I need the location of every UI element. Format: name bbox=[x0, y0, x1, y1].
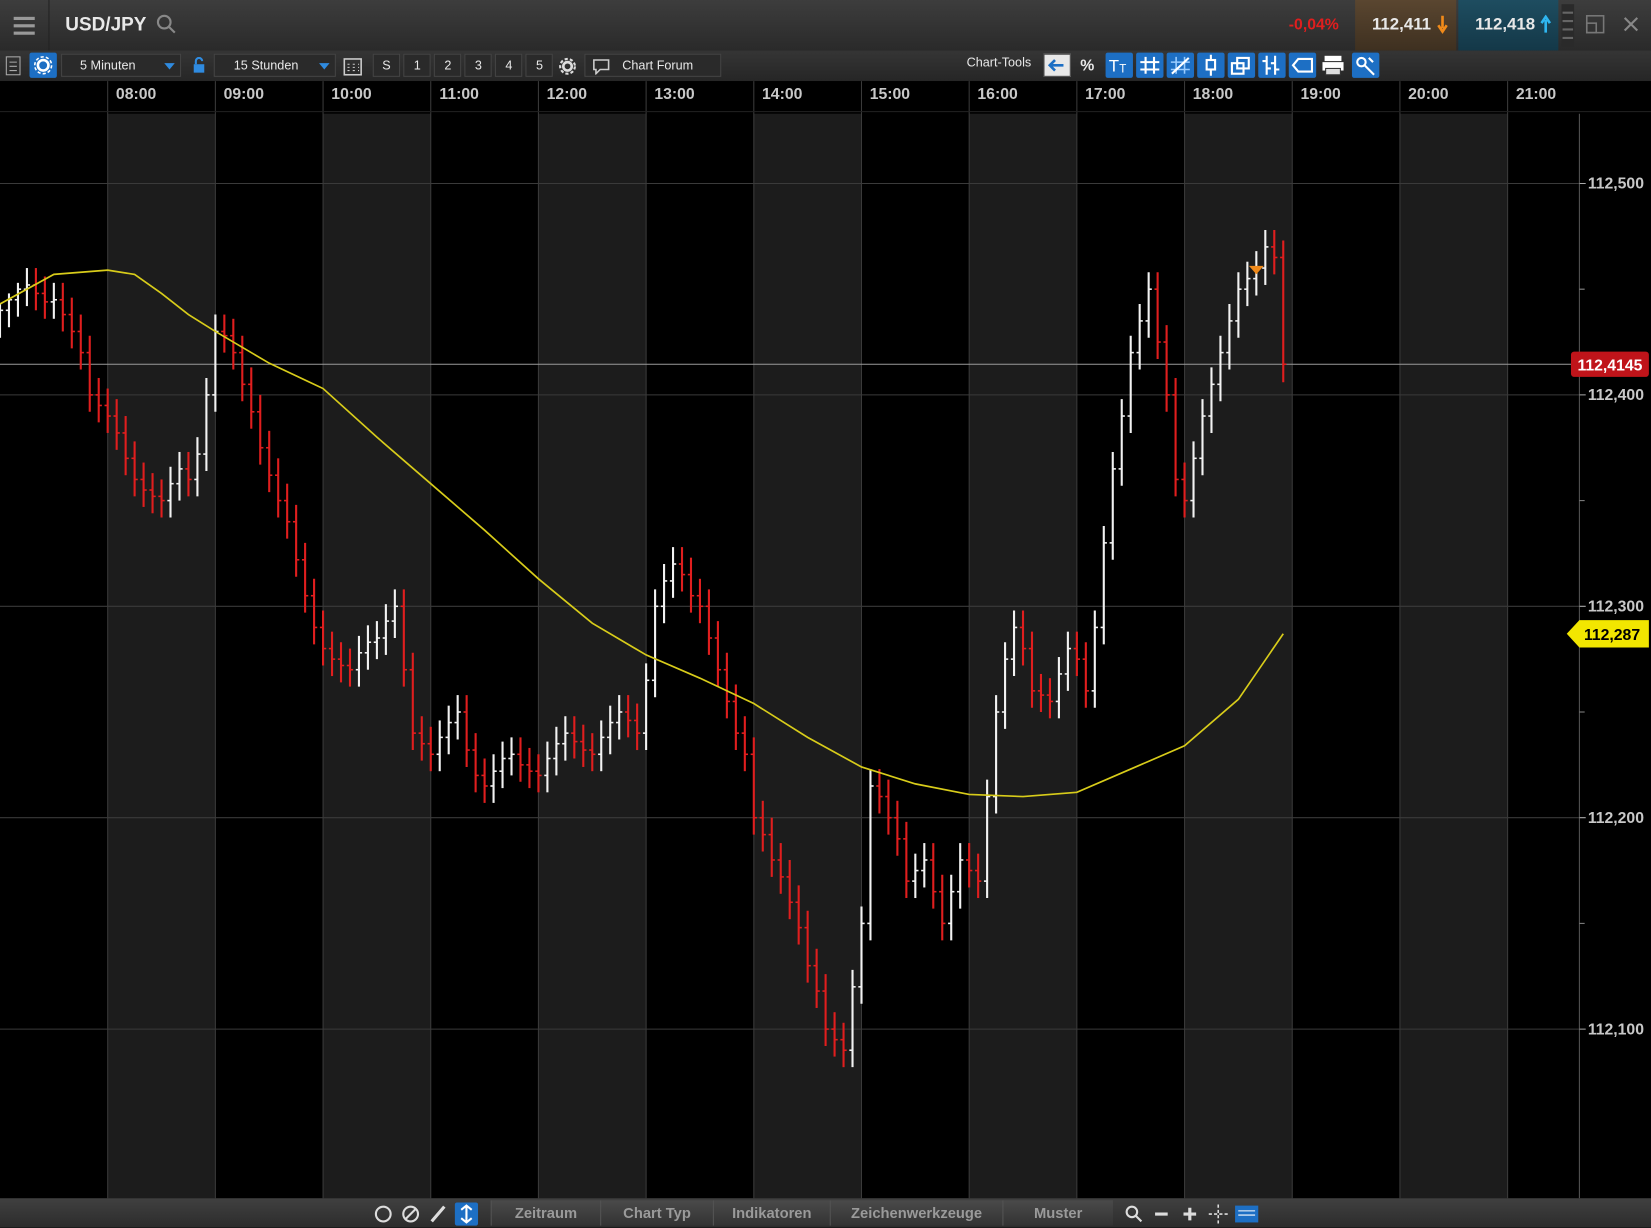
window-controls bbox=[1561, 4, 1639, 47]
x-tick-label: 08:00 bbox=[116, 86, 157, 103]
symbol: USD/JPY bbox=[65, 13, 147, 35]
y-tick-label: 112,400 bbox=[1588, 387, 1644, 404]
x-tick-label: 12:00 bbox=[547, 86, 588, 103]
range: 15 Stunden bbox=[233, 57, 299, 73]
button-label: 2 bbox=[444, 57, 452, 73]
button-label: S bbox=[382, 57, 391, 73]
period-button[interactable]: 2 bbox=[433, 53, 462, 77]
x-tick-label: 16:00 bbox=[977, 86, 1018, 103]
hour-bands bbox=[107, 113, 1508, 1199]
tab[interactable]: Muster bbox=[1002, 1200, 1113, 1226]
last-price-label: 112,4145 bbox=[1577, 358, 1642, 375]
hour-band bbox=[1399, 113, 1508, 1199]
tool-button[interactable] bbox=[1136, 52, 1164, 78]
x-tick-label: 17:00 bbox=[1085, 86, 1126, 103]
interval: 5 Minuten bbox=[80, 57, 136, 73]
x-tick-label: 19:00 bbox=[1300, 86, 1341, 103]
percent-button[interactable]: % bbox=[1080, 56, 1095, 75]
tool-button[interactable] bbox=[1197, 52, 1225, 78]
bottom-bar: Zeitraum Chart Typ Indikatoren Zeichenwe… bbox=[0, 1198, 1651, 1228]
button-label: 1 bbox=[413, 57, 421, 73]
ohlc-bars bbox=[0, 229, 1287, 1068]
x-tick-label: 11:00 bbox=[439, 86, 479, 103]
hour-band bbox=[753, 113, 862, 1199]
tool-button[interactable] bbox=[1043, 53, 1071, 77]
period-button[interactable]: 5 bbox=[525, 53, 553, 77]
hour-band bbox=[538, 113, 647, 1199]
x-tick-label: 13:00 bbox=[654, 86, 695, 103]
last-price-tag bbox=[1570, 351, 1649, 377]
y-tick-label: 112,300 bbox=[1588, 599, 1644, 616]
interval-dropdown[interactable]: 5 Minuten bbox=[61, 53, 182, 77]
chart-tools-label: Chart-Tools bbox=[966, 54, 1032, 70]
y-tick-label: 112,100 bbox=[1588, 1021, 1644, 1038]
toolbar: 5 Minuten 15 Stunden S 1 2 3 4 5 Chart F… bbox=[0, 50, 1651, 83]
ma-price-tag bbox=[1566, 620, 1649, 648]
tool-button[interactable] bbox=[1288, 52, 1317, 78]
chart-forum: Chart Forum bbox=[622, 57, 694, 73]
x-tick-label: 18:00 bbox=[1193, 86, 1234, 103]
change-percent: -0,04% bbox=[1288, 15, 1339, 34]
button-label: 5 bbox=[535, 57, 543, 73]
sell-price: 112,411 bbox=[1371, 15, 1432, 34]
tab[interactable]: Chart Typ bbox=[600, 1200, 713, 1226]
svg-text:T: T bbox=[1109, 57, 1119, 76]
x-tick-label: 15:00 bbox=[870, 86, 911, 103]
moving-average bbox=[0, 269, 1284, 798]
y-tick-label: 112,500 bbox=[1588, 176, 1644, 193]
x-tick-label: 09:00 bbox=[224, 86, 265, 103]
sell-box[interactable]: 112,411 bbox=[1355, 0, 1457, 51]
period-button[interactable]: 3 bbox=[464, 53, 492, 77]
period-button[interactable]: 4 bbox=[494, 53, 523, 77]
x-tick-label: 21:00 bbox=[1516, 86, 1557, 103]
x-tick-label: 20:00 bbox=[1408, 86, 1449, 103]
x-tick-label: 10:00 bbox=[331, 86, 372, 103]
bottom-icons[interactable] bbox=[371, 1201, 487, 1226]
tool-button[interactable] bbox=[1227, 52, 1256, 78]
menu-button[interactable] bbox=[0, 0, 50, 51]
up-arrow bbox=[1540, 14, 1551, 33]
top-bar: USD/JPY -0,04% 112,411 112,418 bbox=[0, 0, 1651, 51]
alert-marker bbox=[1248, 265, 1264, 275]
chart-forum-button[interactable]: Chart Forum bbox=[584, 53, 722, 77]
down-arrow bbox=[1437, 15, 1448, 34]
tool-button[interactable] bbox=[1166, 52, 1195, 78]
x-tick-label: 14:00 bbox=[762, 86, 803, 103]
lock-icon[interactable] bbox=[192, 56, 207, 74]
print-button[interactable] bbox=[1319, 53, 1346, 78]
zoom-icons[interactable] bbox=[1120, 1201, 1263, 1226]
tab[interactable]: Zeitraum bbox=[490, 1200, 601, 1226]
hour-band bbox=[107, 113, 216, 1199]
button-label: 4 bbox=[505, 57, 513, 73]
y-tick-label: 112,200 bbox=[1588, 810, 1644, 827]
buy-box[interactable]: 112,418 bbox=[1458, 0, 1559, 51]
list-icon[interactable] bbox=[4, 56, 23, 77]
button-label: 3 bbox=[474, 57, 482, 73]
buy-price: 112,418 bbox=[1475, 15, 1536, 34]
calendar-icon[interactable] bbox=[342, 56, 363, 77]
search-icon[interactable] bbox=[156, 14, 177, 35]
period-button[interactable]: S bbox=[372, 53, 401, 77]
tool-button[interactable] bbox=[1351, 52, 1380, 78]
ma-price-label: 112,287 bbox=[1584, 627, 1640, 644]
tab[interactable]: Zeichenwerkzeuge bbox=[829, 1200, 1003, 1226]
tool-button[interactable] bbox=[1258, 52, 1286, 78]
period-button[interactable]: 1 bbox=[403, 53, 431, 77]
tab[interactable]: Indikatoren bbox=[712, 1200, 830, 1226]
gear-icon[interactable] bbox=[557, 56, 578, 77]
svg-text:T: T bbox=[1119, 64, 1126, 76]
range-dropdown[interactable]: 15 Stunden bbox=[213, 53, 336, 77]
settings-button[interactable] bbox=[29, 52, 57, 78]
